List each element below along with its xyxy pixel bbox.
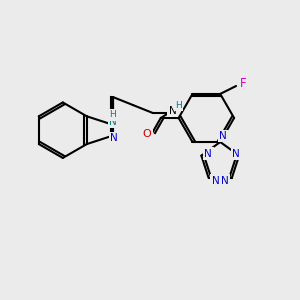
Text: N: N	[232, 149, 240, 159]
Text: N: N	[110, 134, 118, 143]
Text: N: N	[219, 131, 227, 141]
Text: H: H	[175, 100, 182, 109]
Text: N: N	[212, 176, 219, 186]
Text: F: F	[240, 76, 246, 89]
Text: N: N	[109, 117, 117, 127]
Text: N: N	[221, 176, 229, 186]
Text: H: H	[109, 110, 116, 119]
Text: N: N	[169, 106, 176, 116]
Text: O: O	[142, 129, 151, 139]
Text: N: N	[204, 149, 212, 159]
